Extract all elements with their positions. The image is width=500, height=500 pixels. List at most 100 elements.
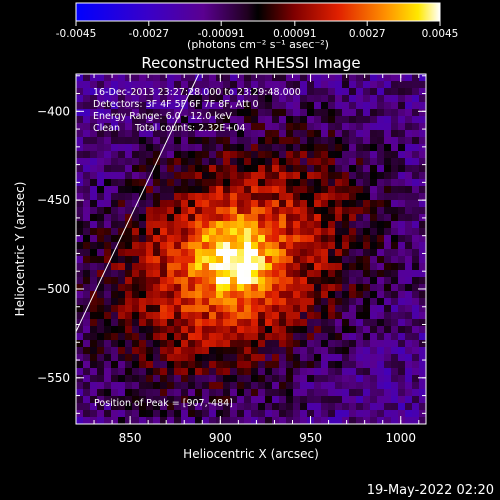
heatmap-cell (167, 137, 175, 145)
heatmap-cell (258, 242, 266, 250)
heatmap-cell (195, 298, 203, 306)
heatmap-cell (405, 417, 413, 424)
heatmap-cell (335, 361, 343, 369)
heatmap-cell (342, 256, 350, 264)
heatmap-cell (160, 277, 168, 285)
heatmap-cell (321, 256, 329, 264)
heatmap-cell (223, 130, 231, 138)
heatmap-cell (76, 347, 84, 355)
heatmap-cell (132, 410, 140, 418)
heatmap-cell (244, 403, 252, 411)
heatmap-cell (202, 298, 210, 306)
heatmap-cell (363, 235, 371, 243)
heatmap-cell (83, 151, 91, 159)
heatmap-cell (328, 123, 336, 131)
heatmap-cell (398, 130, 406, 138)
heatmap-cell (167, 179, 175, 187)
heatmap-cell (139, 389, 147, 397)
heatmap-cell (349, 102, 357, 110)
heatmap-cell (314, 193, 322, 201)
heatmap-cell (153, 375, 161, 383)
heatmap-cell (391, 263, 399, 271)
heatmap-cell (111, 228, 119, 236)
heatmap-cell (230, 179, 238, 187)
heatmap-cell (118, 95, 126, 103)
heatmap-cell (97, 368, 105, 376)
heatmap-cell (293, 347, 301, 355)
heatmap-cell (363, 340, 371, 348)
heatmap-cell (104, 389, 112, 397)
heatmap-cell (188, 305, 196, 313)
heatmap-cell (384, 102, 392, 110)
heatmap-cell (419, 417, 426, 424)
heatmap-cell (111, 95, 119, 103)
heatmap-cell (202, 382, 210, 390)
heatmap-cell (146, 396, 154, 404)
heatmap-cell (209, 312, 217, 320)
heatmap-cell (384, 123, 392, 131)
heatmap-cell (216, 214, 224, 222)
heatmap-cell (384, 270, 392, 278)
heatmap-cell (216, 193, 224, 201)
heatmap-cell (419, 375, 426, 383)
heatmap-cell (398, 347, 406, 355)
heatmap-cell (160, 165, 168, 173)
heatmap-cell (370, 417, 378, 424)
heatmap-cell (265, 270, 273, 278)
heatmap-cell (97, 123, 105, 131)
heatmap-cell (286, 368, 294, 376)
heatmap-cell (258, 179, 266, 187)
heatmap-cell (279, 207, 287, 215)
chart-title: Reconstructed RHESSI Image (141, 54, 360, 72)
heatmap-cell (398, 207, 406, 215)
heatmap-cell (412, 326, 420, 334)
heatmap-cell (300, 109, 308, 117)
heatmap-cell (251, 347, 259, 355)
heatmap-cell (118, 165, 126, 173)
heatmap-cell (279, 116, 287, 124)
heatmap-cell (293, 221, 301, 229)
heatmap-cell (279, 74, 287, 82)
heatmap-cell (377, 375, 385, 383)
heatmap-cell (104, 130, 112, 138)
heatmap-cell (181, 151, 189, 159)
heatmap-cell (398, 200, 406, 208)
heatmap-cell (356, 354, 364, 362)
heatmap-cell (377, 368, 385, 376)
heatmap-cell (272, 375, 280, 383)
heatmap-cell (244, 179, 252, 187)
heatmap-cell (286, 312, 294, 320)
heatmap-cell (342, 228, 350, 236)
heatmap-cell (202, 340, 210, 348)
heatmap-cell (272, 333, 280, 341)
heatmap-cell (202, 74, 210, 82)
heatmap-cell (363, 284, 371, 292)
heatmap-cell (272, 340, 280, 348)
heatmap-cell (118, 319, 126, 327)
heatmap-cell (209, 389, 217, 397)
heatmap-cell (300, 116, 308, 124)
heatmap-cell (272, 130, 280, 138)
heatmap-cell (181, 249, 189, 257)
heatmap-cell (272, 361, 280, 369)
heatmap-cell (139, 123, 147, 131)
heatmap-cell (363, 361, 371, 369)
heatmap-cell (272, 165, 280, 173)
heatmap-cell (83, 137, 91, 145)
heatmap-cell (384, 242, 392, 250)
heatmap-cell (223, 74, 231, 82)
solar-limb-line (76, 74, 200, 332)
heatmap-cell (244, 382, 252, 390)
heatmap-cell (335, 354, 343, 362)
heatmap-cell (370, 354, 378, 362)
heatmap-cell (363, 200, 371, 208)
heatmap-cell (97, 375, 105, 383)
heatmap-cell (125, 270, 133, 278)
heatmap-cell (258, 333, 266, 341)
heatmap-cell (356, 200, 364, 208)
heatmap-cell (244, 130, 252, 138)
heatmap-cell (335, 291, 343, 299)
heatmap-cell (405, 151, 413, 159)
heatmap-cell (118, 347, 126, 355)
heatmap-cell (174, 193, 182, 201)
